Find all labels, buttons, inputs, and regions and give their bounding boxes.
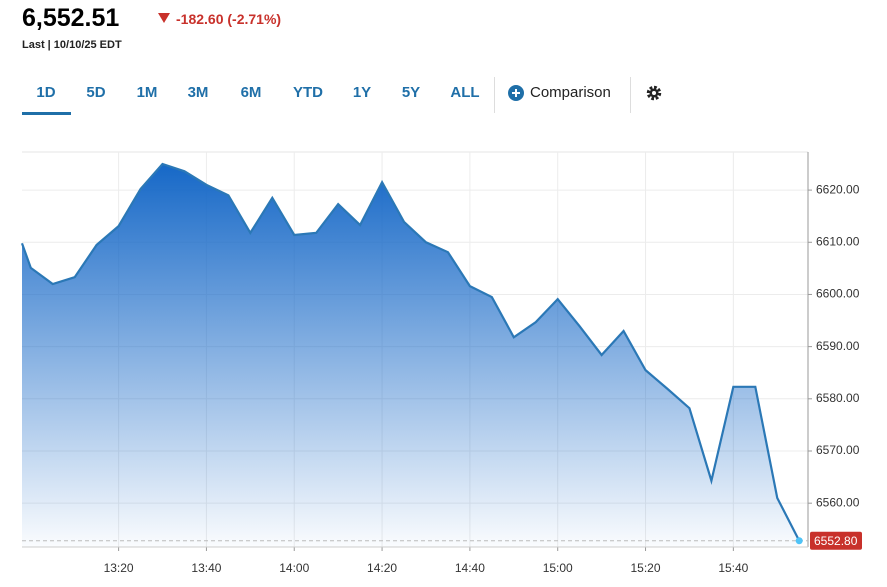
range-tab[interactable]: 3M — [187, 84, 209, 101]
price: 6,552.51 — [22, 4, 120, 32]
range-tab[interactable]: 5Y — [401, 84, 421, 101]
x-tick-label: 15:00 — [543, 561, 573, 575]
separator — [494, 77, 495, 113]
x-tick-label: 14:20 — [367, 561, 397, 575]
y-tick-label: 6600.00 — [816, 287, 860, 301]
y-tick-label: 6610.00 — [816, 234, 860, 248]
y-tick-label: 6560.00 — [816, 495, 860, 509]
y-tick-label: 6620.00 — [816, 182, 860, 196]
range-tab[interactable]: 6M — [240, 84, 262, 101]
x-tick-label: 13:20 — [104, 561, 134, 575]
y-tick-label: 6590.00 — [816, 339, 860, 353]
range-tab[interactable]: 5D — [86, 84, 106, 101]
range-tab[interactable]: 1M — [136, 84, 158, 101]
last-price-label: 6552.80 — [814, 534, 858, 548]
separator — [630, 77, 631, 113]
y-tick-label: 6580.00 — [816, 391, 860, 405]
range-tab[interactable]: YTD — [293, 84, 323, 101]
range-tab[interactable]: 1Y — [352, 84, 372, 101]
x-tick-label: 13:40 — [191, 561, 221, 575]
x-tick-label: 14:40 — [455, 561, 485, 575]
add-icon[interactable] — [508, 85, 524, 101]
last-updated: Last | 10/10/25 EDT — [22, 39, 122, 51]
y-tick-label: 6570.00 — [816, 443, 860, 457]
line — [20, 162, 801, 542]
comparison-button[interactable]: Comparison — [530, 84, 611, 101]
tab-underline — [22, 112, 71, 115]
area — [22, 164, 800, 547]
last-point — [795, 537, 803, 545]
change: -182.60 (-2.71%) — [176, 11, 282, 27]
x-tick-label: 14:00 — [279, 561, 309, 575]
range-tab[interactable]: ALL — [450, 84, 480, 101]
last-price-box — [810, 531, 862, 550]
x-tick-label: 15:40 — [718, 561, 748, 575]
down-arrow — [158, 13, 170, 23]
settings-icon[interactable] — [645, 84, 663, 102]
range-tab[interactable]: 1D — [36, 84, 56, 101]
x-tick-label: 15:20 — [631, 561, 661, 575]
